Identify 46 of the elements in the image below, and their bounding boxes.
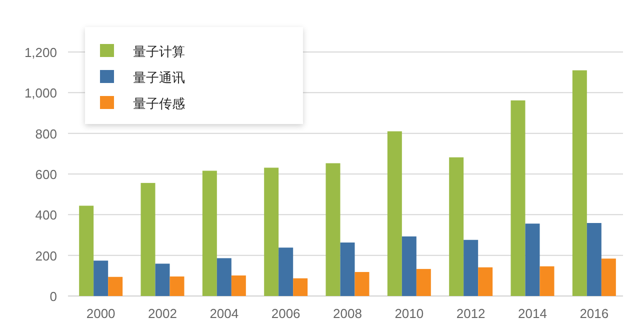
bar (216, 258, 232, 296)
bar (478, 267, 493, 296)
x-tick-label: 2016 (580, 306, 609, 321)
x-tick-label: 2014 (518, 306, 547, 321)
y-tick-label: 1,000 (24, 86, 57, 101)
bar (170, 276, 184, 296)
y-tick-label: 1,200 (24, 45, 57, 60)
x-tick-label: 2004 (210, 306, 239, 321)
x-tick-label: 2000 (86, 306, 116, 321)
y-tick-label: 400 (35, 208, 57, 223)
y-tick-label: 600 (35, 167, 57, 182)
bar (278, 248, 294, 296)
bar (108, 276, 123, 296)
legend-label: 量子计算 (133, 44, 185, 59)
bar (402, 236, 416, 296)
bar (449, 157, 464, 296)
y-tick-label: 0 (50, 289, 57, 304)
x-tick-label: 2012 (456, 306, 486, 321)
bar (264, 168, 279, 296)
bar (416, 268, 431, 296)
y-tick-label: 800 (35, 126, 57, 142)
bar (464, 240, 478, 296)
bar (572, 70, 587, 296)
y-tick-label: 200 (35, 248, 57, 264)
bar (387, 131, 402, 296)
legend-label: 量子传感 (133, 96, 185, 111)
x-tick-label: 2002 (148, 306, 177, 321)
x-tick-label: 2010 (394, 306, 424, 321)
bar (79, 206, 94, 296)
bar (510, 100, 526, 296)
bar (525, 224, 540, 296)
bar (293, 278, 308, 296)
legend-label: 量子通讯 (133, 70, 185, 85)
bar (155, 264, 170, 296)
bar (202, 170, 217, 296)
bar (326, 163, 340, 296)
bar (601, 258, 616, 296)
x-tick-label: 2008 (333, 306, 362, 321)
bar (354, 272, 370, 296)
bar (586, 223, 602, 296)
bar (540, 266, 554, 296)
x-tick-label: 2006 (271, 306, 300, 321)
bar (94, 260, 108, 296)
bar (231, 275, 246, 296)
bar (140, 182, 156, 296)
bar (340, 242, 355, 296)
